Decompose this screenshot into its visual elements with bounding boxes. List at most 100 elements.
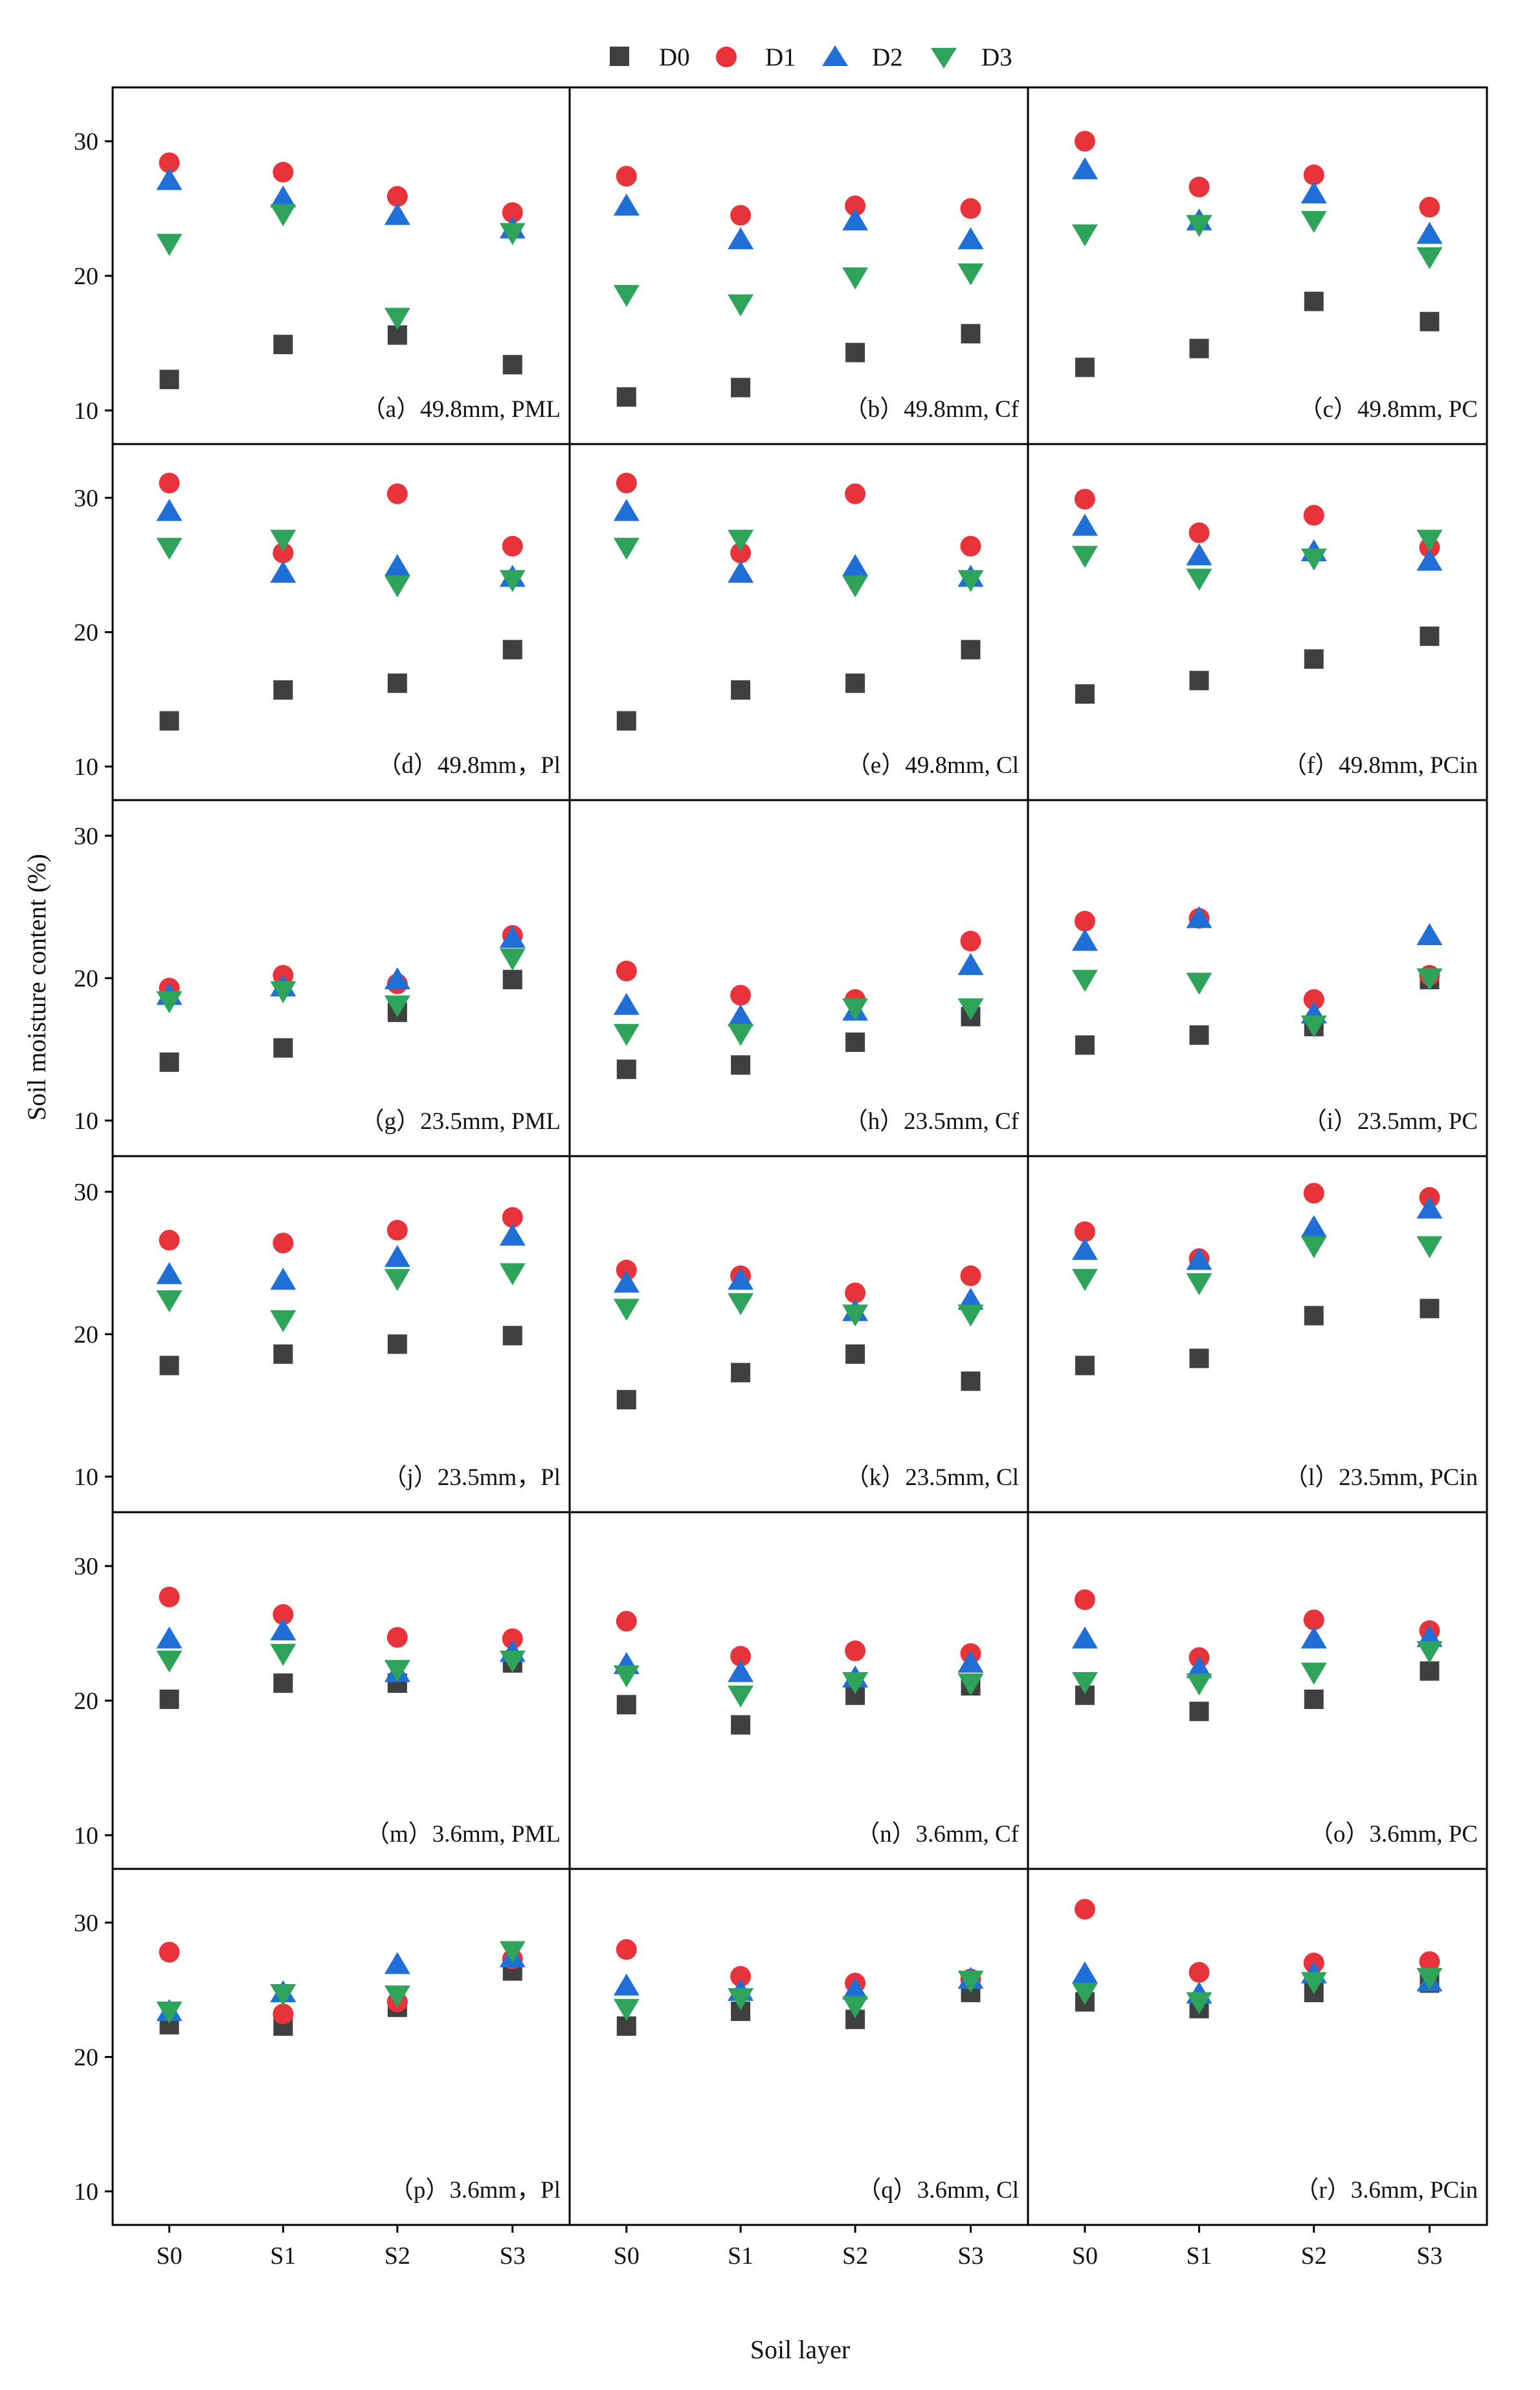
y-tick-label: 10	[74, 754, 98, 781]
panel-m: （m）3.6mm, PML	[156, 1586, 561, 1848]
marker-d2-s2	[842, 553, 869, 576]
marker-d3-s3	[499, 570, 526, 592]
marker-d2-s0	[156, 1262, 183, 1284]
marker-d1-s1	[273, 542, 294, 564]
marker-d3-s1	[270, 981, 296, 1003]
marker-d1-s1	[273, 1604, 294, 1625]
marker-d1-s3	[502, 202, 523, 223]
marker-d2-s1	[728, 1660, 754, 1682]
marker-d0-s2	[845, 342, 865, 363]
marker-d3-s0	[613, 1998, 640, 2021]
marker-d0-s2	[1304, 291, 1324, 311]
marker-d2-s0	[1071, 1961, 1098, 1983]
x-tick-label: S1	[270, 2242, 296, 2270]
marker-d0-s1	[1189, 671, 1209, 691]
marker-d3-s1	[270, 530, 296, 552]
y-tick-label: 20	[74, 620, 98, 647]
marker-d1-s0	[1074, 489, 1095, 510]
x-tick-label: S0	[156, 2242, 182, 2270]
marker-d1-s3	[960, 1265, 981, 1286]
marker-d0-s3	[1420, 311, 1440, 331]
x-tick-label: S0	[1072, 2242, 1098, 2270]
marker-d1-s1	[730, 985, 752, 1006]
marker-d0-s0	[616, 1059, 636, 1079]
marker-d0-s2	[387, 1334, 407, 1354]
marker-d0-s3	[502, 1326, 522, 1346]
marker-d2-s2	[384, 967, 410, 990]
marker-d3-s3	[1416, 1641, 1443, 1664]
marker-d2-s2	[384, 553, 410, 576]
marker-d2-s3	[957, 227, 984, 249]
marker-d0-s3	[1420, 1299, 1440, 1319]
panel-label: （f）49.8mm, PCin	[1283, 752, 1478, 779]
panel-p: （p）3.6mm，Pl	[156, 1941, 561, 2204]
panel-label: （d）49.8mm，Pl	[377, 752, 561, 779]
marker-d0-s0	[159, 1052, 179, 1072]
marker-d2-s0	[1071, 157, 1098, 179]
marker-d1-s2	[386, 186, 408, 207]
marker-d3-s0	[1071, 224, 1098, 247]
legend-marker-d2	[822, 45, 848, 66]
marker-d1-s1	[730, 1646, 752, 1667]
marker-d3-s0	[1071, 1671, 1098, 1694]
marker-d0-s3	[1420, 626, 1440, 646]
panel-r: （r）3.6mm, PCin	[1071, 1899, 1478, 2204]
marker-d3-s1	[270, 204, 296, 227]
marker-d3-s1	[1186, 1273, 1212, 1295]
y-tick-label: 30	[74, 485, 98, 512]
marker-d1-s2	[1303, 505, 1324, 526]
marker-d0-s1	[1189, 1348, 1209, 1368]
marker-d0-s1	[731, 1363, 751, 1383]
marker-d2-s3	[957, 1288, 984, 1310]
marker-d3-s1	[728, 294, 754, 317]
y-tick-label: 20	[74, 1321, 98, 1348]
panel-label: （q）3.6mm, Cl	[857, 2177, 1019, 2204]
marker-d0-s1	[273, 1038, 293, 1058]
marker-d3-s2	[1300, 1015, 1327, 1038]
marker-d2-s2	[1300, 181, 1327, 204]
marker-d3-s2	[1300, 1662, 1327, 1685]
marker-d0-s3	[502, 640, 522, 660]
marker-d3-s0	[156, 2002, 183, 2024]
marker-d2-s3	[1416, 923, 1443, 945]
legend-marker-d3	[931, 48, 957, 69]
panel-label: （i）23.5mm, PC	[1303, 1108, 1478, 1135]
marker-d2-s1	[1186, 543, 1212, 566]
x-tick-label: S2	[385, 2242, 410, 2270]
marker-d2-s1	[1186, 1656, 1212, 1679]
marker-d1-s1	[273, 2004, 294, 2025]
marker-d1-s1	[1188, 522, 1210, 543]
x-tick-label: S0	[614, 2242, 640, 2270]
y-tick-label: 20	[74, 2044, 98, 2072]
axis-ticks: 10 20 30 10 20 30 10 20 30 10 20 30 10 20 30 10 20 30 S0 S1…	[74, 128, 1442, 2270]
marker-d2-s0	[156, 168, 183, 190]
marker-d0-s0	[159, 1356, 179, 1376]
marker-d2-s3	[499, 1223, 526, 1246]
panel-d: （d）49.8mm，Pl	[156, 473, 561, 779]
panel-label: （e）49.8mm, Cl	[847, 752, 1019, 779]
marker-d3-s0	[1071, 546, 1098, 568]
marker-d2-s1	[728, 1268, 754, 1290]
marker-d1-s2	[1303, 164, 1324, 186]
marker-d3-s3	[957, 1971, 984, 1993]
marker-d1-s3	[1419, 1951, 1440, 1972]
marker-d1-s0	[616, 166, 637, 187]
marker-d1-s2	[845, 1640, 866, 1662]
marker-d1-s3	[502, 1207, 523, 1228]
panel-i: （i）23.5mm, PC	[1071, 906, 1478, 1135]
x-tick-label: S3	[957, 2242, 983, 2270]
marker-d0-s3	[502, 970, 522, 990]
marker-d1-s0	[616, 1939, 637, 1960]
marker-d3-s1	[270, 1310, 296, 1332]
marker-d3-s3	[1416, 968, 1443, 990]
y-tick-label: 30	[74, 1553, 98, 1580]
panel-a: （a）49.8mm, PML	[156, 152, 561, 423]
marker-d0-s1	[273, 680, 293, 700]
marker-d2-s1	[1186, 906, 1212, 928]
marker-d3-s3	[499, 223, 526, 245]
marker-d3-s1	[1186, 568, 1212, 591]
marker-d1-s0	[159, 473, 180, 494]
panel-label: （p）3.6mm，Pl	[390, 2177, 561, 2204]
marker-d2-s0	[1071, 1626, 1098, 1649]
